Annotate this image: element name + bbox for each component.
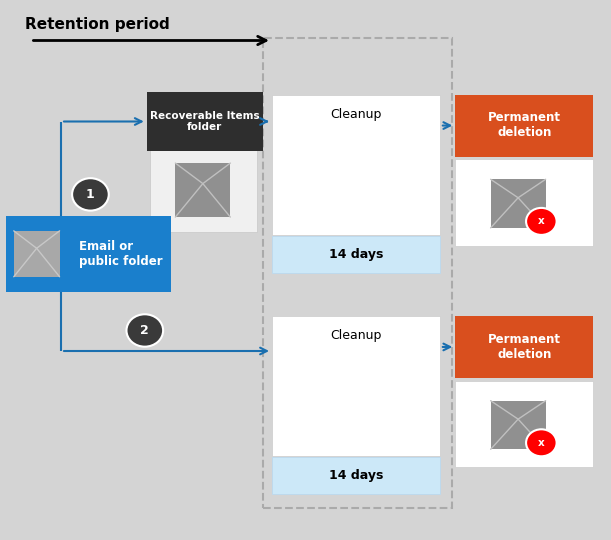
Bar — [150, 148, 257, 232]
Text: Cleanup: Cleanup — [331, 108, 382, 121]
Text: 14 days: 14 days — [329, 248, 383, 261]
Text: Cleanup: Cleanup — [331, 329, 382, 342]
Bar — [175, 163, 230, 217]
Text: 14 days: 14 days — [329, 469, 383, 482]
Bar — [263, 38, 452, 508]
Bar — [6, 216, 171, 292]
Bar — [272, 94, 440, 235]
Bar — [455, 316, 593, 378]
Text: Email or
public folder: Email or public folder — [79, 240, 163, 268]
Bar — [272, 457, 440, 494]
Bar — [455, 381, 593, 467]
Text: Permanent
deletion: Permanent deletion — [488, 333, 561, 361]
Circle shape — [72, 178, 109, 211]
Circle shape — [526, 208, 557, 235]
Circle shape — [126, 314, 163, 347]
Text: 2: 2 — [141, 324, 149, 337]
Bar — [491, 179, 546, 228]
Bar — [147, 92, 263, 151]
Bar — [491, 401, 546, 449]
Circle shape — [526, 429, 557, 456]
Text: Recoverable Items
folder: Recoverable Items folder — [150, 111, 260, 132]
Text: 1: 1 — [86, 188, 95, 201]
Bar — [272, 316, 440, 456]
Bar — [455, 94, 593, 157]
Text: Permanent
deletion: Permanent deletion — [488, 111, 561, 139]
Text: x: x — [538, 438, 545, 448]
Bar — [455, 159, 593, 246]
Bar — [13, 231, 60, 276]
Text: Retention period: Retention period — [26, 17, 170, 32]
Bar — [272, 236, 440, 273]
Text: x: x — [538, 217, 545, 226]
